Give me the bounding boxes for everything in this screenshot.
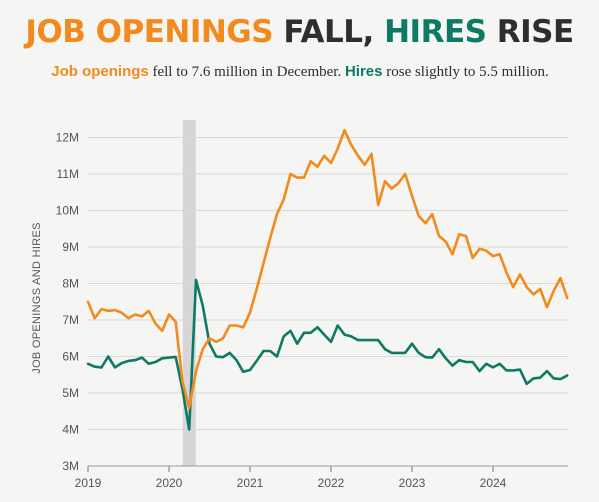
subtitle-hires-text: rose slightly to 5.5 million. [382, 64, 549, 80]
x-axis: 2019 2020 2021 2022 2023 2024 [75, 466, 507, 490]
x-tick-label: 2022 [318, 476, 345, 490]
x-tick-label: 2023 [399, 476, 426, 490]
title-fall: FALL, [283, 14, 374, 50]
hires-line [86, 278, 569, 431]
y-tick-label: 5M [62, 386, 79, 400]
subtitle-openings-text: fell to 7.6 million in December. [148, 64, 345, 80]
x-tick-label: 2019 [75, 476, 102, 490]
y-tick-label: 6M [62, 350, 79, 364]
title-rise: RISE [496, 14, 574, 50]
y-tick-label: 3M [62, 459, 79, 473]
x-tick-label: 2024 [480, 476, 507, 490]
title-hires: HIRES [384, 14, 487, 50]
y-tick-label: 4M [62, 423, 79, 437]
y-axis-title: JOB OPENINGS AND HIRES [31, 222, 43, 373]
subtitle-openings-keyword: Job openings [51, 63, 149, 80]
series-lines [86, 128, 569, 431]
chart-subtitle: Job openings fell to 7.6 million in Dece… [30, 63, 570, 81]
gridlines [88, 137, 568, 467]
y-tick-label: 10M [56, 204, 79, 218]
x-tick-label: 2021 [237, 476, 264, 490]
x-tick-label: 2020 [156, 476, 183, 490]
y-tick-labels: 3M 4M 5M 6M 7M 8M 9M 10M 11M 12M [56, 131, 79, 474]
y-tick-label: 11M [57, 167, 79, 181]
y-tick-label: 12M [56, 131, 79, 145]
y-tick-label: 9M [62, 240, 79, 254]
job-openings-line [86, 128, 569, 409]
y-tick-label: 7M [62, 313, 79, 327]
chart-title: JOB OPENINGS FALL, HIRES RISE [0, 14, 599, 50]
subtitle-hires-keyword: Hires [344, 63, 383, 80]
y-tick-label: 8M [62, 277, 79, 291]
title-job-openings: JOB OPENINGS [25, 14, 274, 50]
